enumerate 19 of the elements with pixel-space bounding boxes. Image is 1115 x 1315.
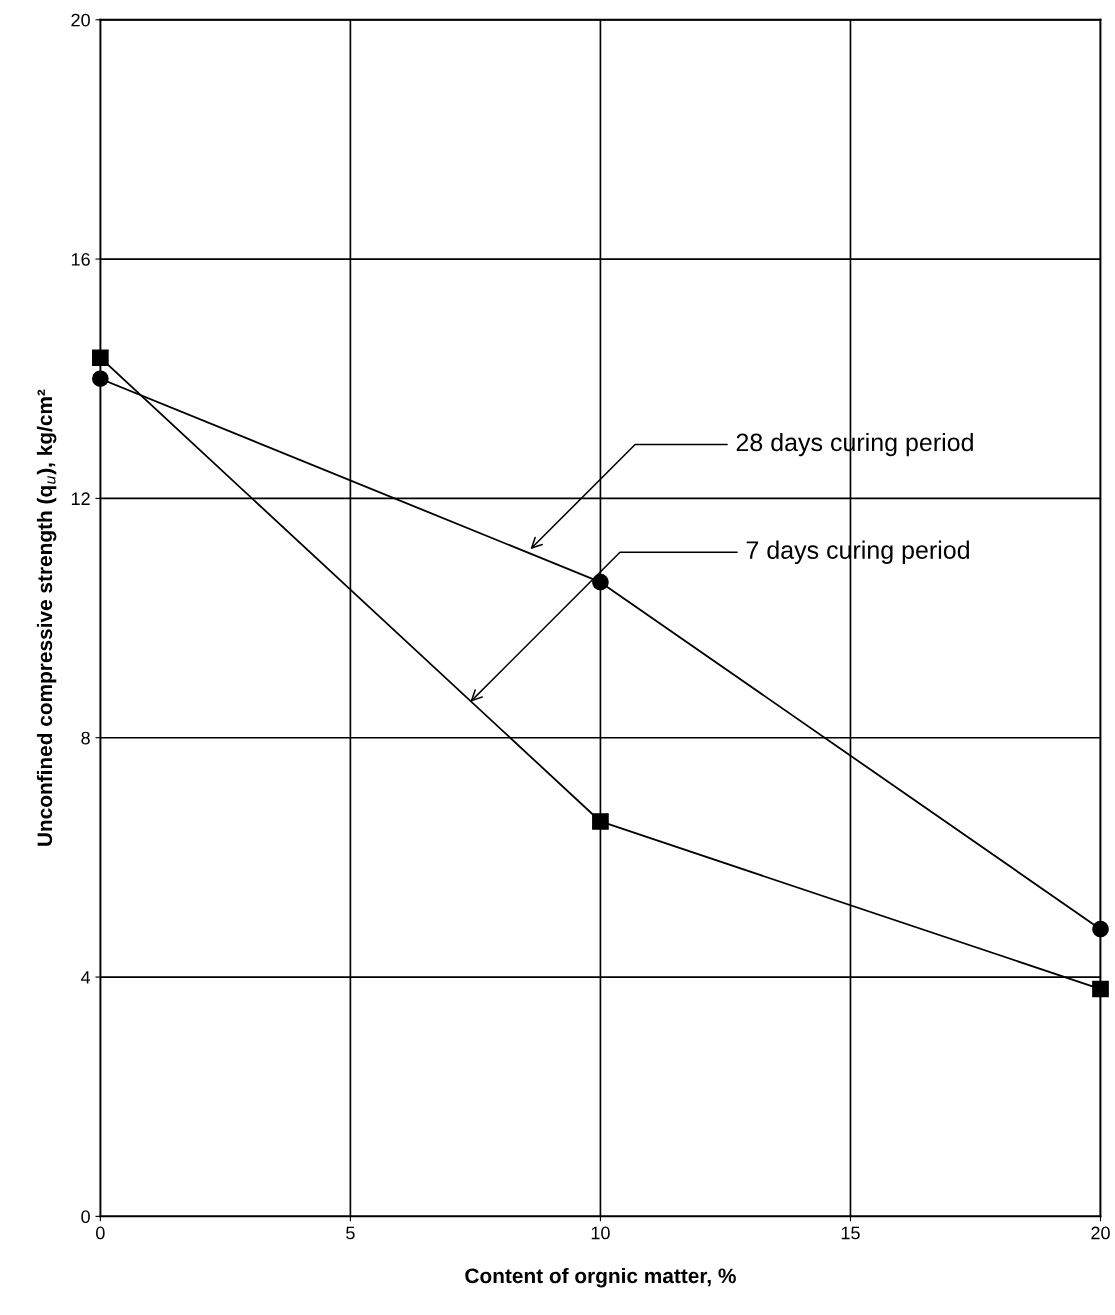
x-axis-title: Content of orgnic matter, % xyxy=(465,1267,736,1288)
x-tick-label: 20 xyxy=(1091,1226,1110,1240)
y-axis-title: Unconfined compressive strength (q$_{u}$), kg/cm² xyxy=(36,389,57,846)
y-tick-label: 8 xyxy=(81,731,90,745)
y-tick-label: 16 xyxy=(71,252,90,266)
x-tick-label: 10 xyxy=(591,1226,610,1240)
point xyxy=(592,573,609,591)
y-tick-label: 20 xyxy=(71,13,90,27)
y-tick-label: 0 xyxy=(81,1210,90,1224)
y-tick-label: 12 xyxy=(71,492,90,505)
x-tick-label: 5 xyxy=(346,1226,355,1240)
x-tick-label: 15 xyxy=(841,1226,860,1240)
point xyxy=(1092,980,1109,998)
point xyxy=(592,813,609,830)
x-tick-label: 0 xyxy=(96,1226,105,1240)
point xyxy=(92,349,109,367)
point xyxy=(92,370,109,388)
point xyxy=(1092,920,1109,938)
y-tick-label: 4 xyxy=(81,971,91,984)
